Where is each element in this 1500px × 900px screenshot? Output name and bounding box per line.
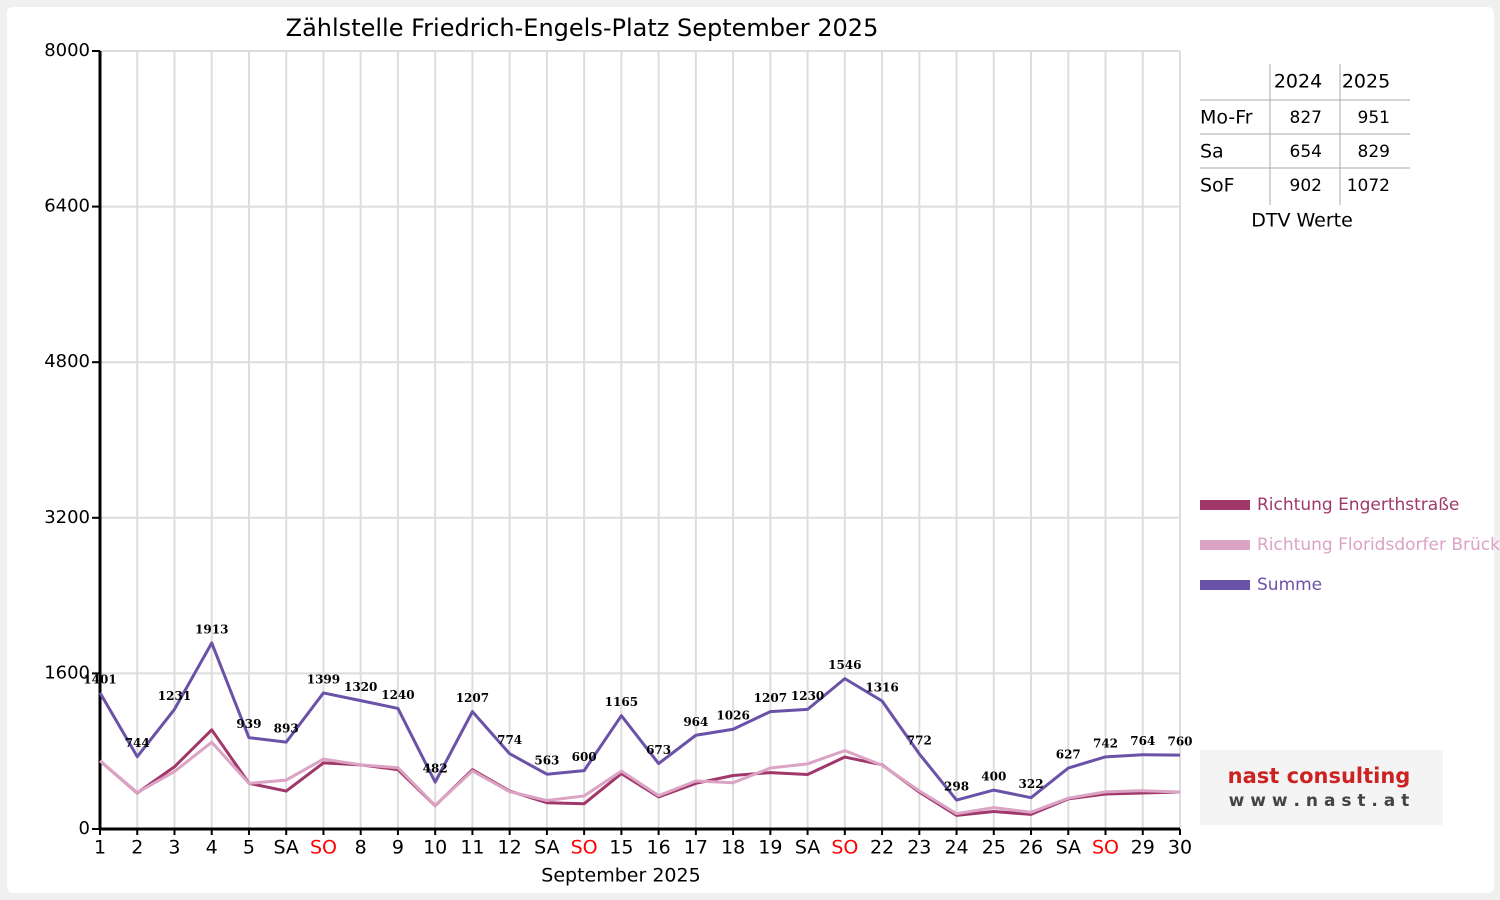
x-tick-label: 2 — [131, 837, 143, 859]
data-label: 1207 — [456, 691, 489, 705]
data-label: 939 — [236, 717, 261, 731]
x-tick-label: 30 — [1168, 837, 1192, 859]
x-tick-label: 16 — [647, 837, 671, 859]
data-label: 1207 — [754, 691, 787, 705]
data-label: 1316 — [865, 681, 898, 695]
logo-name: nast consulting — [1228, 764, 1411, 788]
data-label: 760 — [1167, 735, 1192, 749]
x-tick-label: SA — [1056, 837, 1081, 859]
table-cell: 829 — [1358, 142, 1390, 162]
data-label: 1913 — [195, 622, 228, 636]
x-tick-label: 22 — [870, 837, 894, 859]
data-label: 1026 — [716, 709, 749, 723]
x-axis-title: September 2025 — [541, 865, 700, 887]
y-tick-label: 0 — [79, 818, 90, 839]
x-tick-label: 4 — [206, 837, 218, 859]
x-tick-label: 29 — [1131, 837, 1155, 859]
data-label: 964 — [683, 715, 708, 729]
x-tick-label: 1 — [94, 837, 106, 859]
data-label: 772 — [907, 733, 932, 747]
series-line — [99, 728, 1181, 817]
x-tick-label: SO — [310, 837, 337, 859]
data-label: 774 — [497, 733, 522, 747]
data-label: 742 — [1093, 736, 1118, 750]
data-label: 563 — [534, 754, 559, 768]
data-label: 322 — [1019, 777, 1044, 791]
x-tick-label: 11 — [460, 837, 484, 859]
table-cell: 902 — [1290, 176, 1322, 196]
data-label: 1231 — [158, 689, 191, 703]
x-tick-label: 5 — [243, 837, 255, 859]
data-label: 1320 — [344, 680, 377, 694]
y-tick-label: 4800 — [44, 351, 90, 372]
legend-label: Richtung Floridsdorfer Brücke — [1257, 535, 1500, 555]
data-label: 627 — [1056, 748, 1081, 762]
x-tick-label: 3 — [168, 837, 180, 859]
data-label: 400 — [981, 770, 1006, 784]
data-label: 1399 — [307, 672, 340, 686]
legend-label: Richtung Engerthstraße — [1257, 495, 1459, 515]
table-cell: 827 — [1290, 108, 1322, 128]
x-tick-label: 10 — [423, 837, 447, 859]
table-row-label: Mo-Fr — [1200, 107, 1253, 129]
table-header: 2025 — [1342, 71, 1390, 93]
panel — [7, 7, 1494, 893]
x-tick-label: 15 — [609, 837, 633, 859]
series-line — [99, 740, 1181, 816]
y-tick-label: 6400 — [44, 196, 90, 217]
x-tick-label: SA — [534, 837, 559, 859]
y-tick-label: 3200 — [44, 507, 90, 528]
chart-title: Zählstelle Friedrich-Engels-Platz Septem… — [286, 14, 879, 42]
data-label: 744 — [125, 736, 150, 750]
x-tick-label: 8 — [355, 837, 367, 859]
legend-swatch — [1200, 540, 1250, 550]
x-tick-label: 19 — [758, 837, 782, 859]
x-tick-label: SO — [831, 837, 858, 859]
table-row-label: Sa — [1200, 141, 1224, 163]
x-tick-label: 23 — [907, 837, 931, 859]
data-label: 1165 — [605, 695, 638, 709]
data-label: 1401 — [83, 672, 116, 686]
x-tick-label: 25 — [982, 837, 1006, 859]
table-cell: 654 — [1290, 142, 1322, 162]
x-tick-label: SO — [1092, 837, 1119, 859]
legend-swatch — [1200, 500, 1250, 510]
x-tick-label: 18 — [721, 837, 745, 859]
logo-box — [1200, 750, 1443, 825]
x-tick-label: 9 — [392, 837, 404, 859]
x-tick-label: SA — [273, 837, 298, 859]
data-label: 673 — [646, 743, 671, 757]
data-label: 600 — [572, 750, 597, 764]
data-label: 1546 — [828, 658, 861, 672]
table-caption: DTV Werte — [1251, 210, 1353, 232]
table-row-label: SoF — [1200, 175, 1235, 197]
legend-label: Summe — [1257, 575, 1322, 595]
y-tick-label: 8000 — [44, 40, 90, 61]
table-cell: 1072 — [1347, 176, 1390, 196]
x-tick-label: SO — [571, 837, 598, 859]
data-label: 298 — [944, 780, 969, 794]
x-tick-label: SA — [795, 837, 820, 859]
x-tick-label: 12 — [498, 837, 522, 859]
data-label: 1240 — [381, 688, 414, 702]
x-tick-label: 24 — [944, 837, 968, 859]
table-header: 2024 — [1274, 71, 1322, 93]
x-tick-label: 17 — [684, 837, 708, 859]
data-label: 482 — [423, 762, 448, 776]
x-tick-label: 26 — [1019, 837, 1043, 859]
logo-url: w w w . n a s t . a t — [1229, 791, 1410, 811]
series-line — [98, 641, 1181, 802]
legend-swatch — [1200, 580, 1250, 590]
data-label: 893 — [274, 722, 299, 736]
table-cell: 951 — [1358, 108, 1390, 128]
y-tick-label: 1600 — [44, 662, 90, 683]
data-label: 1230 — [791, 689, 824, 703]
data-label: 764 — [1130, 734, 1155, 748]
